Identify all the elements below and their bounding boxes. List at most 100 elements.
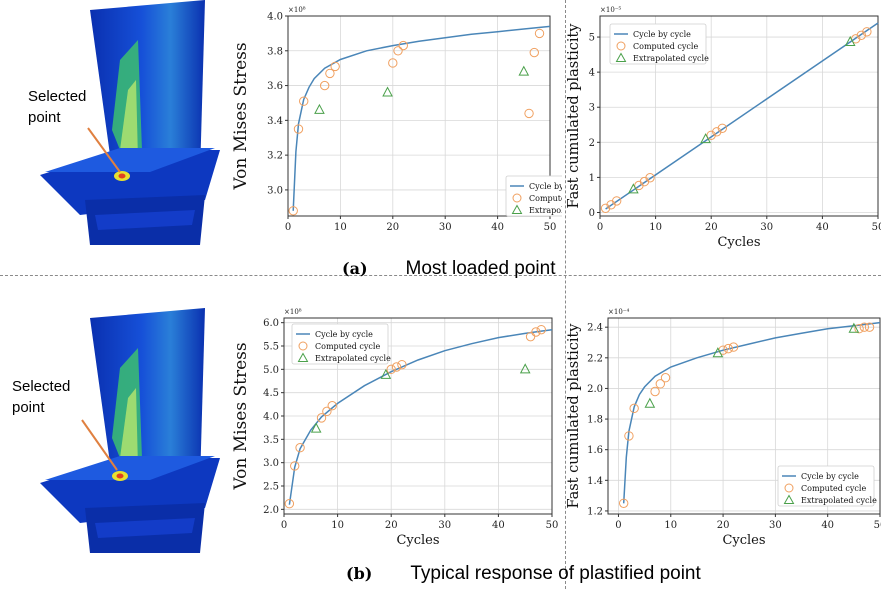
legend-label: Cycle by cycle <box>315 330 373 339</box>
computed-cycle-point <box>398 40 408 51</box>
y-tick-label: 3.0 <box>267 185 283 196</box>
computed-cycle-point <box>728 342 739 352</box>
x-tick-label: 50 <box>872 222 881 233</box>
chart-b-plasticity: 0 10 20 30 40 50 1.2 1.4 1.6 1.8 2.0 2.2 2.4 ×10⁻⁴ Cyc… <box>566 308 881 548</box>
y-tick-label: 3.0 <box>263 458 279 469</box>
chart-a-stress: 0 10 20 30 40 50 3.0 3.2 3.4 3.6 3.8 4.0 ×10⁸ Von Mis… <box>232 6 562 233</box>
x-tick-label: 10 <box>649 222 662 233</box>
extrapolated-cycle-point <box>712 347 724 358</box>
computed-cycle-point <box>645 173 655 183</box>
plot-frame <box>607 317 881 515</box>
blade-model-b <box>20 308 240 558</box>
y-tick-label: 2.4 <box>587 323 603 334</box>
legend: Cycle by cycle Computed cycle Extrapolated… <box>777 465 877 507</box>
platform-top <box>45 456 215 480</box>
legend-label: Computed cycle <box>529 194 562 203</box>
extrapolated-cycle-point <box>314 103 325 114</box>
y-tick-label: 1.6 <box>587 445 603 456</box>
axis-exponent: ×10⁸ <box>288 6 306 14</box>
y-tick-label: 5 <box>589 33 595 44</box>
y-tick-label: 0 <box>589 208 595 219</box>
computed-cycle-point <box>330 61 340 72</box>
x-tick-label: 20 <box>385 520 398 531</box>
legend-swatch-triangle <box>511 204 523 214</box>
hotspot-core <box>116 473 124 479</box>
plot-frame <box>287 15 551 217</box>
computed-cycle-point <box>284 499 295 509</box>
computed-cycle-point <box>290 461 300 471</box>
computed-cycle-point <box>327 401 337 411</box>
legend: Cycle by cycle Computed cycle Extrapolated… <box>609 23 709 65</box>
computed-cycle-point <box>655 379 666 389</box>
y-tick-label: 1.2 <box>587 506 603 517</box>
y-tick-label: 3.6 <box>267 81 283 92</box>
legend-swatch-circle <box>616 41 626 51</box>
caption-b: (b) Typical response of plastified point <box>346 563 701 585</box>
computed-cycle-point <box>397 359 407 370</box>
legend-label: Cycle by cycle <box>801 472 859 481</box>
x-tick-label: 0 <box>615 520 621 531</box>
stress-band-light <box>120 388 138 468</box>
computed-cycle-point <box>600 203 611 213</box>
pointer-line <box>81 419 118 471</box>
stress-band-light <box>120 80 138 160</box>
row-divider <box>0 275 881 276</box>
plot-frame <box>599 15 879 217</box>
caption-tag: (a) <box>342 259 368 278</box>
extrapolated-cycle-point <box>518 65 530 76</box>
extrapolated-cycle-point <box>382 86 393 97</box>
blade-illustration-b <box>40 308 220 553</box>
extrapolated-cycle-point <box>700 133 711 144</box>
legend-label: Extrapolated cycle <box>801 496 877 505</box>
extrapolated-cycle-point <box>644 397 656 408</box>
extrapolated-cycle-point <box>628 183 639 194</box>
computed-cycle-point <box>854 324 864 334</box>
series-line-cycle-by-cycle <box>292 25 551 211</box>
selected-point-label-a: Selected point <box>28 88 87 126</box>
computed-cycle-point <box>393 46 403 56</box>
legend-label: Cycle by cycle <box>529 182 562 191</box>
y-tick-label: 2.0 <box>587 384 603 395</box>
extrapolated-cycle-point <box>310 422 322 433</box>
caption-a: (a) Most loaded point <box>342 258 556 280</box>
computed-cycle-point <box>624 431 634 441</box>
pointer-line <box>87 127 121 173</box>
legend-swatch-circle <box>298 341 308 351</box>
computed-cycle-point <box>859 322 870 332</box>
y-tick-label: 5.5 <box>263 342 279 353</box>
x-tick-label: 30 <box>769 520 782 531</box>
computed-cycle-point <box>319 80 330 91</box>
legend-label: Extrapolated cycle <box>315 354 391 363</box>
x-axis-label: Cycles <box>717 235 760 250</box>
legend-label: Cycle by cycle <box>633 30 691 39</box>
legend-swatch-triangle <box>783 494 795 504</box>
y-tick-label: 1.4 <box>587 476 603 487</box>
computed-cycle-point <box>650 386 660 397</box>
legend-box <box>777 465 875 507</box>
caption-text: Typical response of plastified point <box>410 563 701 584</box>
x-tick-label: 20 <box>386 222 399 233</box>
y-tick-label: 6.0 <box>263 318 279 329</box>
series-line-cycle-by-cycle <box>622 321 881 504</box>
blade-model-a <box>20 0 240 250</box>
y-tick-label: 4.5 <box>263 388 279 399</box>
y-tick-label: 3.5 <box>263 435 279 446</box>
computed-cycle-point <box>629 403 639 414</box>
x-tick-label: 0 <box>285 222 291 233</box>
x-tick-label: 0 <box>597 222 603 233</box>
computed-cycle-point <box>316 413 327 423</box>
extrapolated-cycle-point <box>848 322 860 333</box>
x-tick-label: 20 <box>717 520 730 531</box>
extrapolated-cycle-point <box>519 363 531 374</box>
blade-illustration-a <box>40 0 220 245</box>
x-tick-label: 10 <box>664 520 677 531</box>
computed-cycle-point <box>706 130 716 140</box>
platform-top <box>45 148 215 172</box>
root-lip <box>95 210 195 230</box>
y-tick-label: 4.0 <box>263 412 279 423</box>
x-axis-label: Cycles <box>722 533 765 548</box>
series-line-cycle-by-cycle <box>605 22 879 210</box>
y-tick-label: 1 <box>589 173 595 184</box>
computed-cycle-point <box>611 196 622 206</box>
x-tick-label: 40 <box>491 222 504 233</box>
